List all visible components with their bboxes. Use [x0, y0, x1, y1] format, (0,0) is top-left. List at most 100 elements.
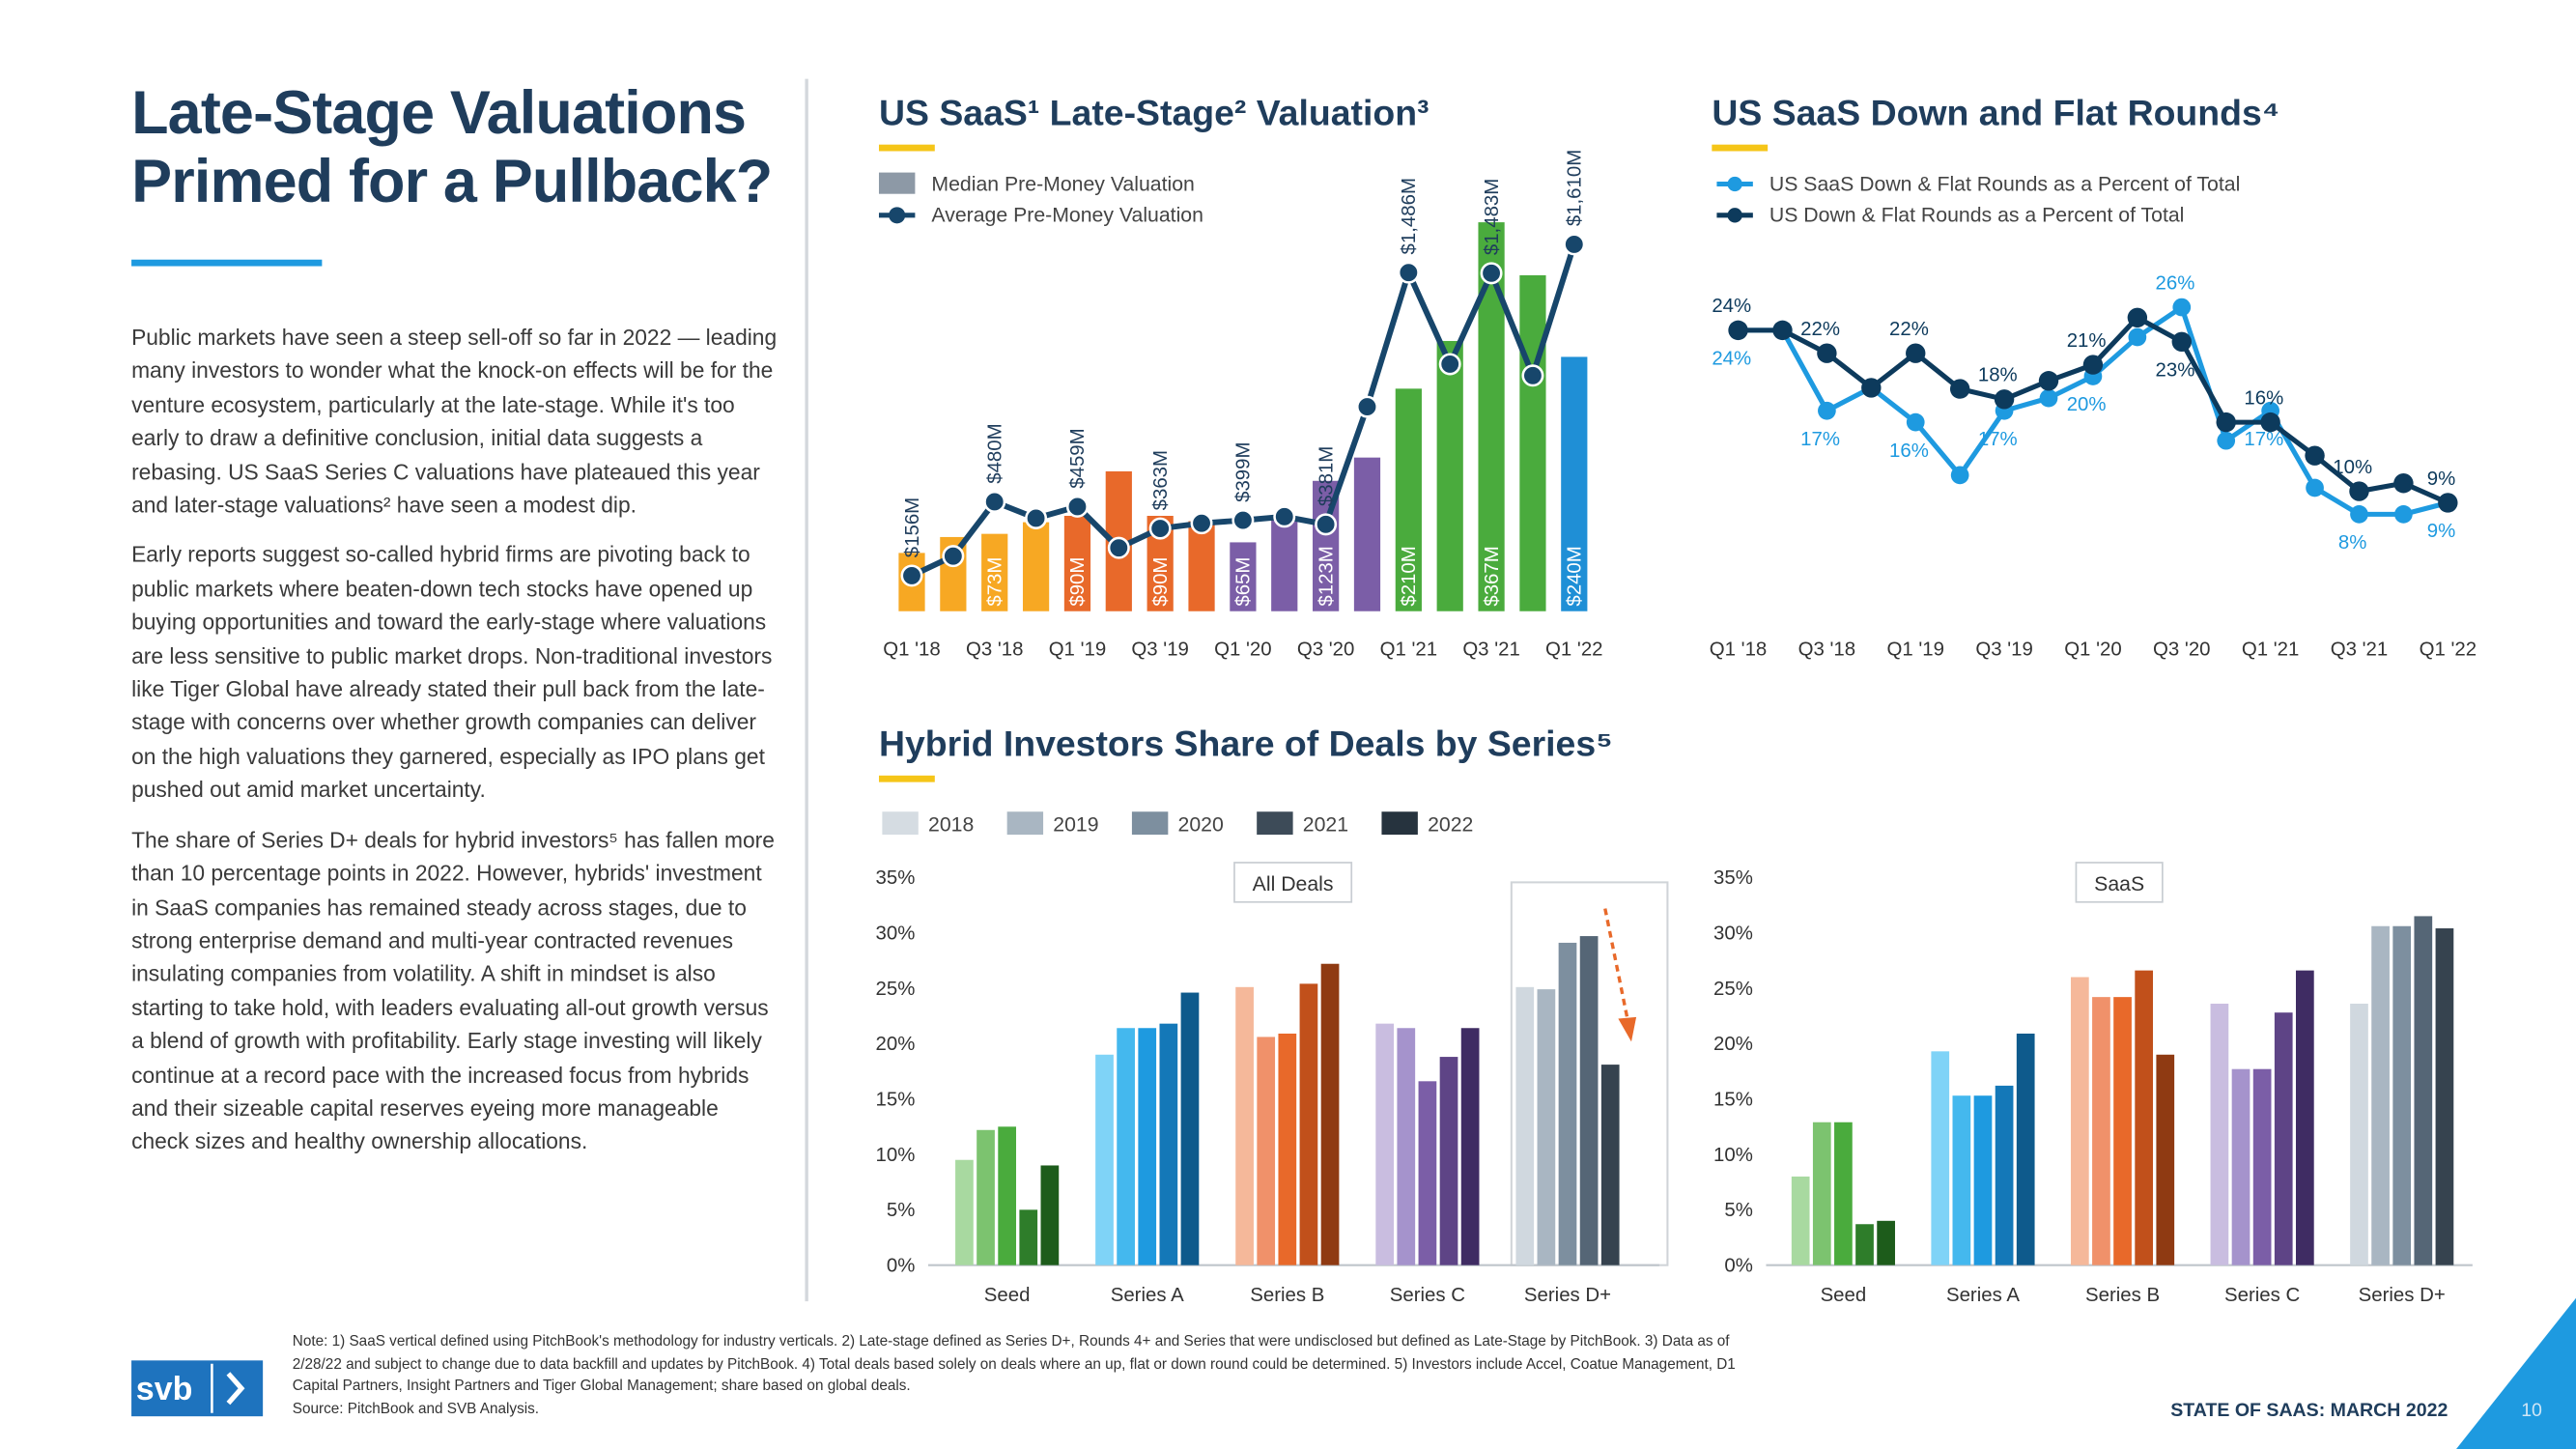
line-point — [2393, 473, 2414, 494]
bar — [1995, 1085, 2014, 1265]
bar-value-label: $240M — [1565, 546, 1586, 606]
line-point — [900, 564, 923, 587]
line-value-label: 22% — [1800, 319, 1840, 340]
annotation-box — [1233, 862, 1353, 903]
line-value-label: $480M — [985, 423, 1006, 483]
chart-title: US SaaS Down and Flat Rounds⁴ — [1712, 92, 2279, 132]
bar — [998, 1126, 1017, 1265]
y-tick-label: 25% — [1713, 979, 1753, 1000]
x-tick-label: Q1 '19 — [1049, 639, 1107, 661]
bar — [2435, 928, 2454, 1265]
bar — [981, 533, 1008, 611]
line-value-label: $156M — [902, 497, 923, 557]
y-tick-label: 20% — [1713, 1034, 1753, 1055]
line-point — [2172, 298, 2192, 317]
x-tick-label: Q1 '21 — [1380, 639, 1438, 661]
bar — [1180, 992, 1200, 1265]
bar-value-label: $73M — [985, 557, 1006, 607]
page-title: Late-Stage Valuations Primed for a Pullb… — [131, 78, 773, 215]
x-tick-label: Q3 '21 — [1462, 639, 1520, 661]
line-point — [1818, 401, 1836, 420]
x-tick-label: Q1 '20 — [1214, 639, 1272, 661]
bar-value-label: $367M — [1482, 546, 1503, 606]
logo-text: svb — [136, 1371, 193, 1407]
bar — [1973, 1095, 1993, 1265]
line-point — [1397, 261, 1420, 284]
line-point — [2216, 412, 2236, 433]
bar — [1515, 986, 1535, 1265]
x-tick-label: Series D+ — [2359, 1285, 2446, 1306]
line-point — [1107, 536, 1130, 559]
y-tick-label: 35% — [876, 867, 916, 889]
line-value-label: 21% — [2067, 330, 2107, 352]
line-value-label: 17% — [1800, 429, 1840, 450]
line-value-label: 20% — [2067, 394, 2107, 415]
x-tick-label: Q3 '20 — [1297, 639, 1355, 661]
line-point — [2217, 431, 2236, 450]
bar — [1395, 388, 1422, 611]
line-value-label: 22% — [1889, 319, 1929, 340]
bar — [2371, 925, 2390, 1265]
legend-dot — [1727, 208, 1742, 223]
line-point — [1949, 379, 1970, 399]
bar-value-label: $90M — [1150, 557, 1172, 607]
bar — [2210, 1004, 2229, 1265]
legend-label: 2022 — [1428, 813, 1473, 837]
bar-value-label: $65M — [1233, 557, 1255, 607]
paragraph: The share of Series D+ deals for hybrid … — [131, 827, 775, 1154]
y-tick-label: 0% — [887, 1255, 916, 1276]
line-point — [1728, 320, 1748, 341]
line-point — [1950, 466, 1969, 485]
bar — [2350, 1004, 2368, 1265]
line-value-label: 24% — [1712, 349, 1751, 370]
line-point — [1438, 353, 1461, 376]
line-point — [2038, 371, 2059, 391]
line-value-label: $459M — [1067, 428, 1089, 488]
line-value-label: 16% — [2244, 387, 2283, 409]
y-tick-label: 35% — [1713, 867, 1753, 889]
bar — [977, 1129, 995, 1265]
bar — [1952, 1095, 1971, 1265]
legend-swatch — [1381, 811, 1418, 836]
bar — [1375, 1023, 1395, 1265]
bar — [1812, 1122, 1831, 1265]
body-text: Public markets have seen a steep sell-of… — [131, 322, 780, 1176]
line-point — [2171, 331, 2192, 352]
line-point — [1994, 389, 2015, 410]
legend-swatch — [1257, 811, 1293, 836]
x-tick-label: Q1 '18 — [1710, 639, 1767, 661]
legend-label: 2020 — [1178, 813, 1224, 837]
bar — [1519, 274, 1546, 611]
line-point — [1563, 233, 1586, 256]
title-accent — [878, 144, 935, 152]
bar — [1834, 1122, 1853, 1265]
bar — [2070, 977, 2089, 1265]
line-point — [983, 491, 1006, 513]
x-tick-label: Q3 '18 — [966, 639, 1023, 661]
line-value-label: 10% — [2333, 457, 2372, 478]
line-point — [2039, 388, 2058, 408]
bar — [2252, 1068, 2272, 1265]
x-tick-label: Q3 '18 — [1798, 639, 1855, 661]
x-tick-label: Q3 '20 — [2153, 639, 2211, 661]
bar — [1063, 515, 1091, 611]
x-tick-label: Q1 '20 — [2064, 639, 2121, 661]
line-point — [2128, 327, 2147, 347]
x-tick-label: Q3 '21 — [2331, 639, 2388, 661]
line-point — [1231, 509, 1255, 532]
corner-triangle — [2455, 1297, 2576, 1449]
line-point — [2350, 505, 2368, 524]
x-tick-label: Series C — [2224, 1285, 2300, 1306]
bar — [1558, 942, 1577, 1265]
x-tick-label: Q1 '19 — [1886, 639, 1943, 661]
bar — [2135, 970, 2154, 1265]
line-point — [1772, 320, 1793, 341]
x-tick-label: Q1 '22 — [2420, 639, 2477, 661]
legend-label: 2021 — [1303, 813, 1348, 837]
x-tick-label: Q3 '19 — [1131, 639, 1189, 661]
legend-dot — [889, 207, 906, 224]
bar — [1439, 1057, 1458, 1265]
line-point — [1861, 378, 1882, 398]
bar — [1095, 1054, 1114, 1265]
